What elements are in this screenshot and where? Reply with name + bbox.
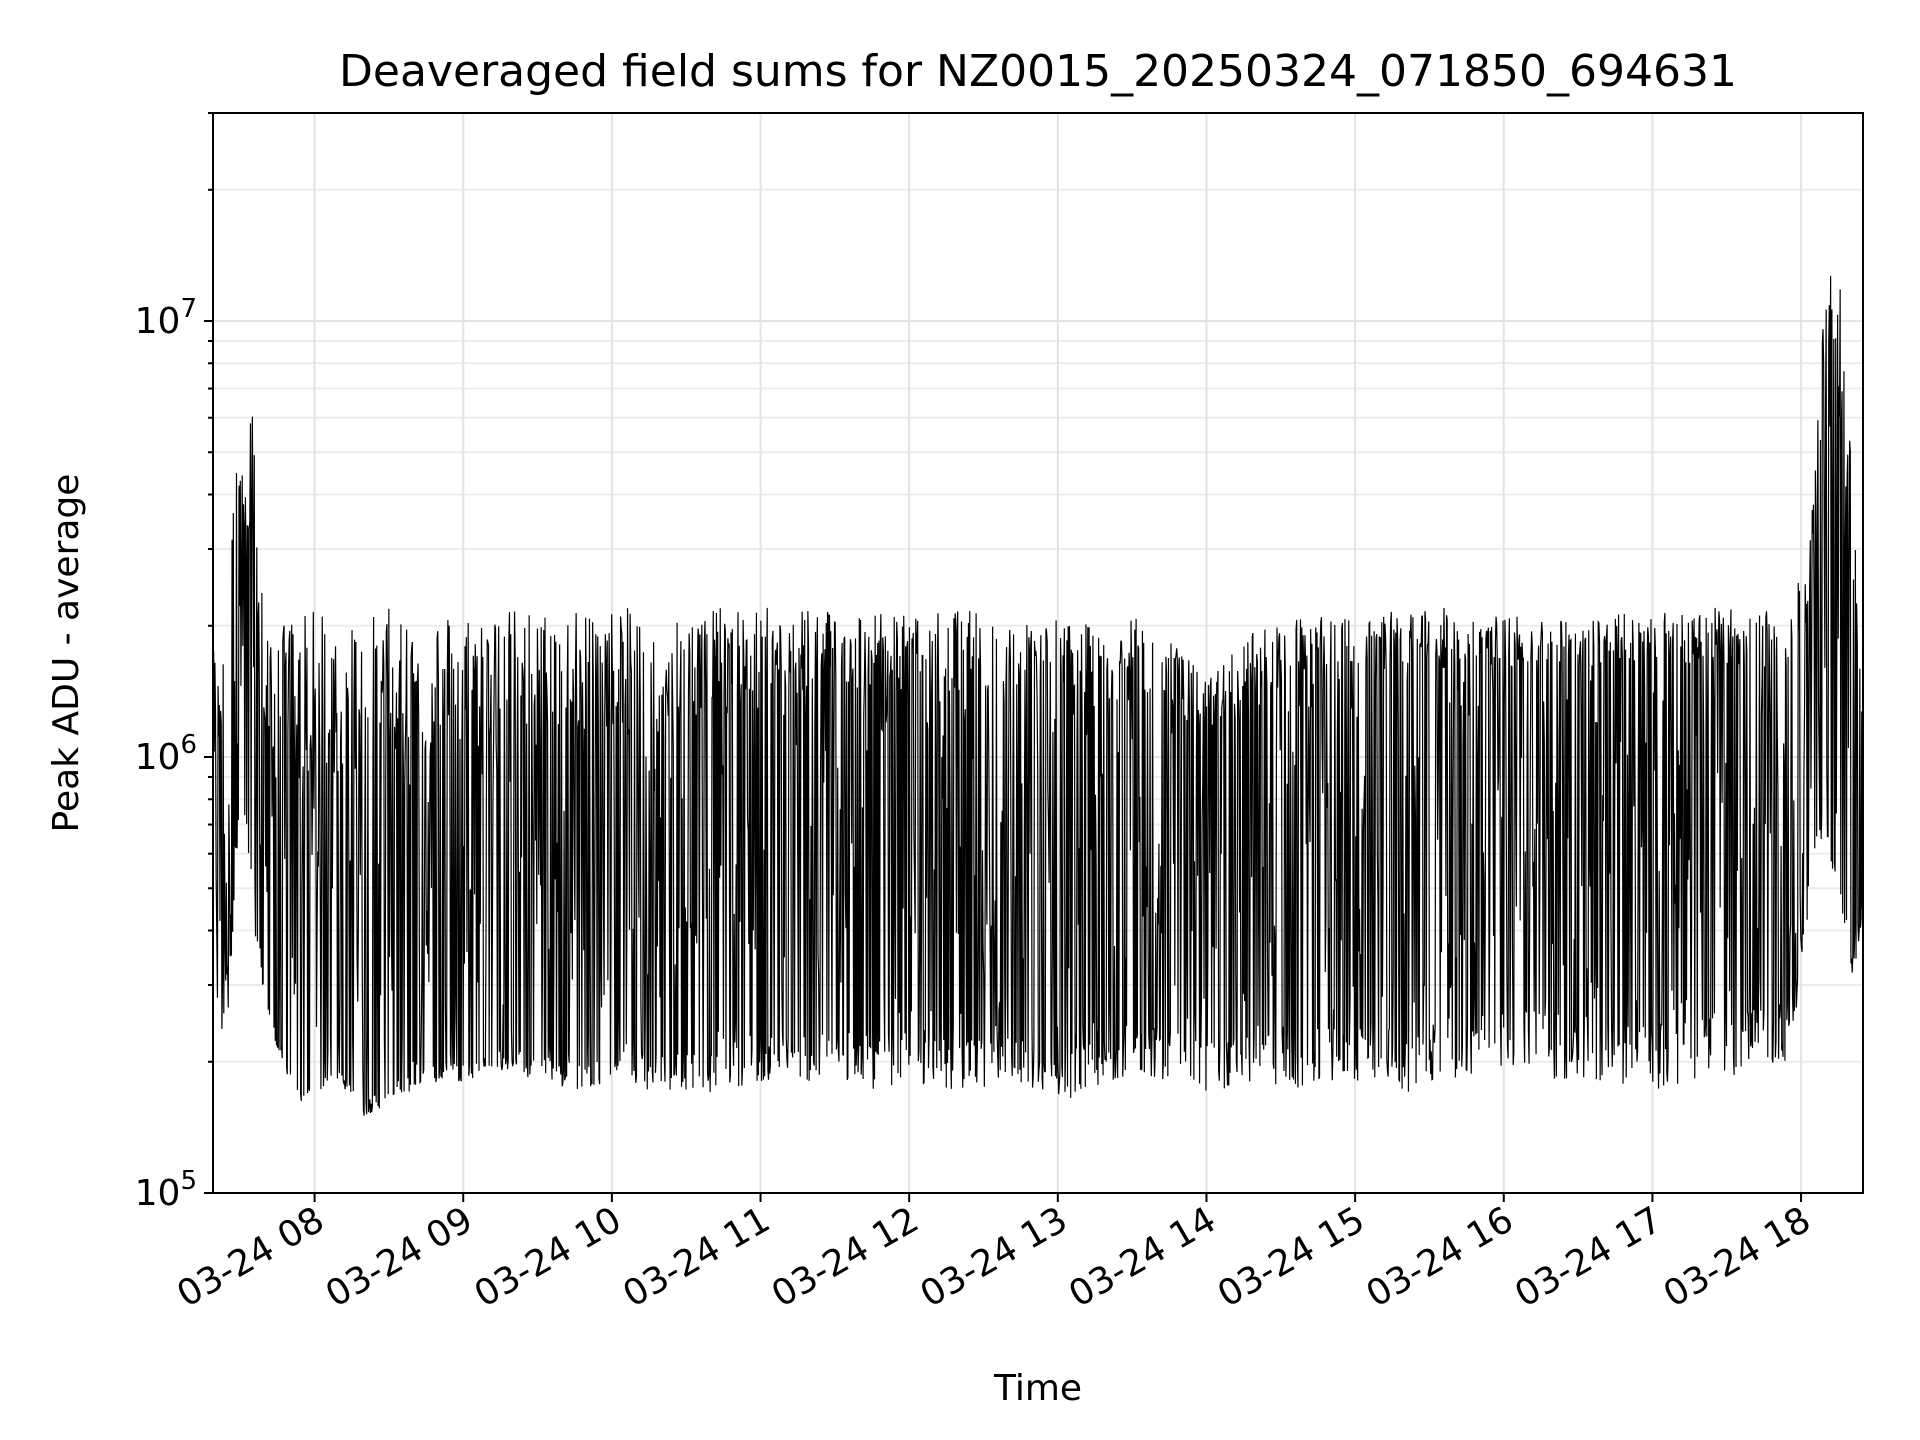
x-tick-label: 03-24 15: [1211, 1199, 1372, 1315]
series-line: [212, 275, 1864, 1116]
x-tick-label: 03-24 16: [1360, 1199, 1521, 1315]
chart-title: Deaveraged field sums for NZ0015_2025032…: [339, 46, 1737, 97]
x-tick-label: 03-24 18: [1657, 1199, 1818, 1315]
x-tick-label: 03-24 12: [765, 1199, 926, 1315]
plot-frame: [212, 112, 1864, 1194]
x-tick-label: 03-24 14: [1062, 1199, 1223, 1315]
x-tick-label: 03-24 17: [1508, 1199, 1669, 1315]
x-tick-label: 03-24 13: [914, 1199, 1075, 1315]
y-tick-label: 106: [135, 730, 197, 778]
x-axis-label: Time: [993, 1368, 1082, 1409]
x-tick-label: 03-24 11: [616, 1199, 777, 1315]
x-tick-label: 03-24 08: [170, 1199, 331, 1315]
x-tick-label: 03-24 09: [319, 1199, 480, 1315]
y-tick-label: 105: [135, 1166, 197, 1214]
y-axis-label: Peak ADU - average: [46, 474, 87, 833]
y-tick-label: 107: [135, 294, 197, 342]
series-line-path: [212, 275, 1864, 1116]
x-tick-label: 03-24 10: [468, 1199, 629, 1315]
y-axis: 105 106 107: [135, 112, 1803, 1214]
